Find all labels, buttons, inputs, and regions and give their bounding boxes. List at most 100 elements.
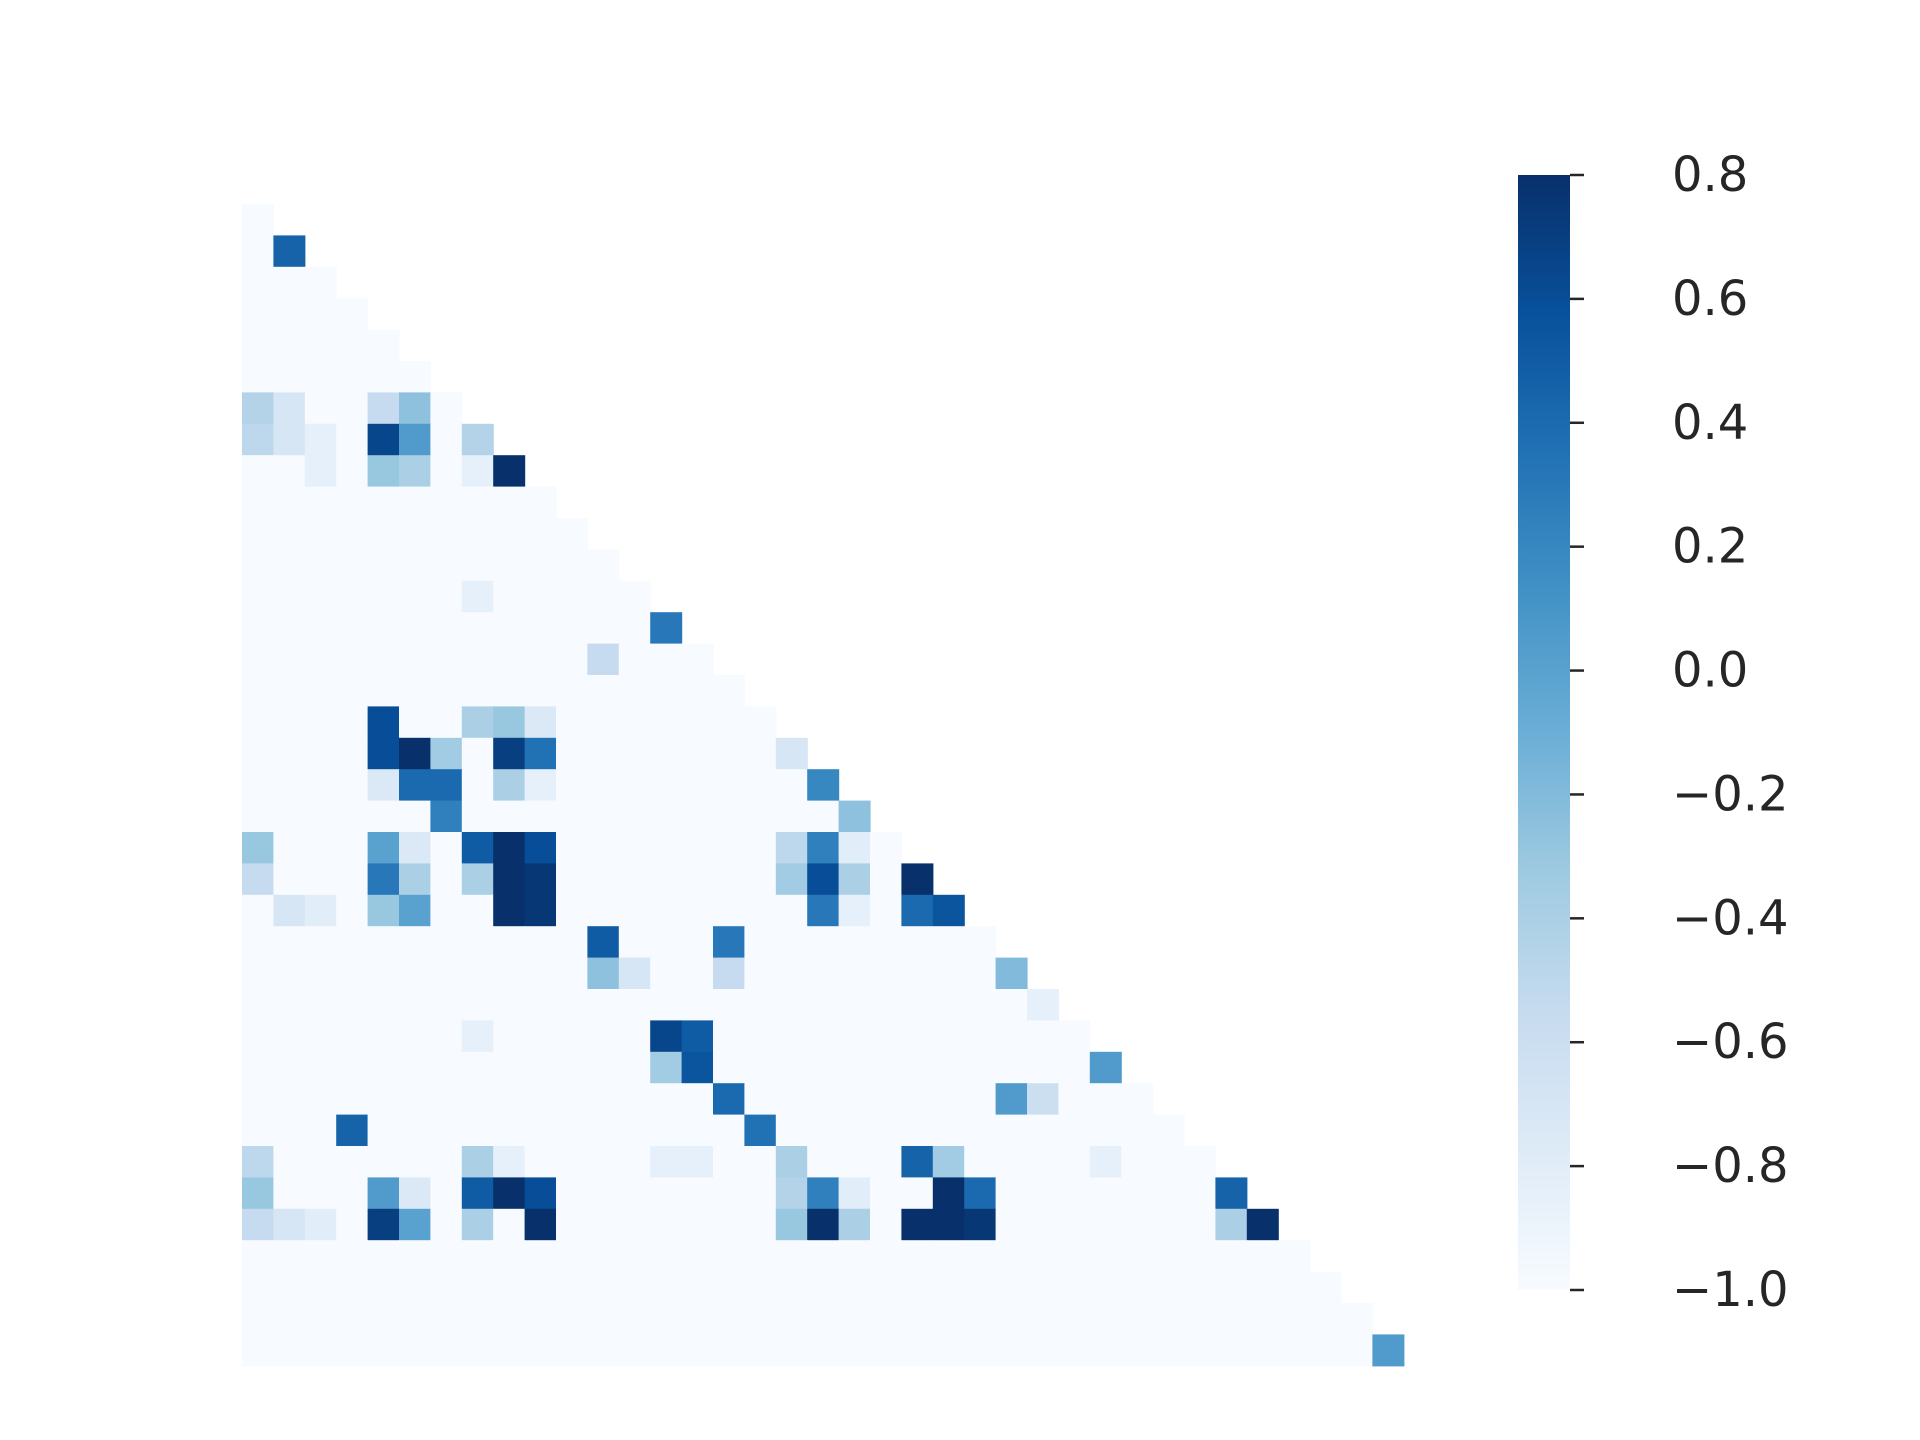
heatmap-cell <box>242 832 274 864</box>
heatmap-cell <box>556 800 588 833</box>
heatmap-cell <box>399 706 431 739</box>
heatmap-cell <box>650 1146 683 1178</box>
heatmap-cell <box>1184 1303 1216 1335</box>
heatmap-cell <box>242 706 274 739</box>
heatmap-cell <box>399 769 431 802</box>
heatmap-cell <box>744 1177 777 1210</box>
heatmap-cell <box>901 863 934 896</box>
heatmap-cell <box>493 1303 526 1335</box>
heatmap-cell <box>807 1020 840 1053</box>
heatmap-cell <box>1184 1334 1216 1367</box>
heatmap-cell <box>304 643 337 676</box>
heatmap-cell <box>744 1303 777 1335</box>
heatmap-cell <box>713 1303 745 1335</box>
heatmap-cell <box>367 643 400 676</box>
heatmap-cell <box>367 957 400 990</box>
heatmap-cell <box>242 1240 274 1273</box>
heatmap-cell <box>1215 1271 1248 1304</box>
heatmap-cell <box>336 612 369 645</box>
heatmap-cell <box>807 1271 840 1304</box>
heatmap-cell <box>587 1240 620 1273</box>
heatmap-cell <box>1215 1303 1248 1335</box>
heatmap-cell <box>556 989 588 1021</box>
heatmap-cell <box>932 1334 965 1367</box>
heatmap-cell <box>1089 1146 1122 1178</box>
heatmap-cell <box>587 643 620 676</box>
heatmap-cell <box>650 675 683 707</box>
heatmap-cell <box>430 1208 463 1241</box>
heatmap-cell <box>1121 1303 1154 1335</box>
heatmap-cell <box>493 1020 526 1053</box>
heatmap-cell <box>399 1208 431 1241</box>
heatmap-cell <box>995 1240 1028 1273</box>
heatmap-cell <box>556 894 588 927</box>
heatmap-cell <box>461 737 494 770</box>
heatmap-cell <box>807 926 840 959</box>
heatmap-cell <box>1121 1114 1154 1147</box>
heatmap-cell <box>273 863 306 896</box>
colorbar <box>1518 175 1570 1290</box>
heatmap-cell <box>932 1240 965 1273</box>
heatmap-cell <box>1184 1271 1216 1304</box>
heatmap-cell <box>618 863 651 896</box>
heatmap-cell <box>524 1083 557 1116</box>
heatmap-cell <box>681 1083 714 1116</box>
heatmap-cell <box>1215 1334 1248 1367</box>
heatmap-cell <box>242 675 274 707</box>
heatmap-cell <box>618 1240 651 1273</box>
heatmap-cell <box>304 455 337 488</box>
heatmap-cell <box>461 1146 494 1178</box>
heatmap-cell <box>1184 1208 1216 1241</box>
heatmap-cell <box>1027 1208 1059 1241</box>
heatmap-cell <box>242 1051 274 1084</box>
heatmap-cell <box>713 894 745 927</box>
heatmap-cell <box>461 1208 494 1241</box>
heatmap-cell <box>1152 1146 1185 1178</box>
heatmap-cell <box>744 800 777 833</box>
heatmap-cell <box>242 612 274 645</box>
heatmap-cell <box>870 1083 902 1116</box>
heatmap-cell <box>556 706 588 739</box>
heatmap-cell <box>1089 1083 1122 1116</box>
colorbar-tick-label: 0.4 <box>1672 395 1748 451</box>
heatmap-cell <box>367 863 400 896</box>
heatmap-cell <box>713 957 745 990</box>
heatmap-cell <box>430 1240 463 1273</box>
heatmap-cell <box>650 1303 683 1335</box>
heatmap-cell <box>461 957 494 990</box>
heatmap-cell <box>399 549 431 582</box>
heatmap-cell <box>932 894 965 927</box>
heatmap-cell <box>304 1051 337 1084</box>
heatmap-cell <box>493 1146 526 1178</box>
heatmap-cell <box>367 455 400 488</box>
heatmap-cell <box>775 863 808 896</box>
heatmap-cell <box>618 894 651 927</box>
heatmap-cell <box>556 1208 588 1241</box>
heatmap-cell <box>273 486 306 519</box>
heatmap-cell <box>430 675 463 707</box>
heatmap-cell <box>493 769 526 802</box>
heatmap-cell <box>273 926 306 959</box>
heatmap-cell <box>932 1114 965 1147</box>
heatmap-cell <box>430 706 463 739</box>
heatmap-cell <box>681 1271 714 1304</box>
heatmap-cell <box>367 989 400 1021</box>
heatmap-cell <box>430 423 463 456</box>
heatmap-cell <box>336 800 369 833</box>
heatmap-cell <box>242 486 274 519</box>
heatmap-cell <box>775 1303 808 1335</box>
heatmap-cell <box>493 957 526 990</box>
heatmap-cell <box>807 863 840 896</box>
heatmap-cell <box>1152 1208 1185 1241</box>
heatmap-cell <box>775 957 808 990</box>
heatmap-cell <box>838 1146 871 1178</box>
heatmap-cell <box>556 675 588 707</box>
heatmap-cell <box>461 926 494 959</box>
heatmap-cell <box>304 832 337 864</box>
heatmap-cell <box>524 832 557 864</box>
heatmap-cell <box>1027 1303 1059 1335</box>
heatmap-cell <box>744 1208 777 1241</box>
heatmap-cell <box>713 769 745 802</box>
heatmap-cell <box>493 1240 526 1273</box>
heatmap-cell <box>304 1271 337 1304</box>
